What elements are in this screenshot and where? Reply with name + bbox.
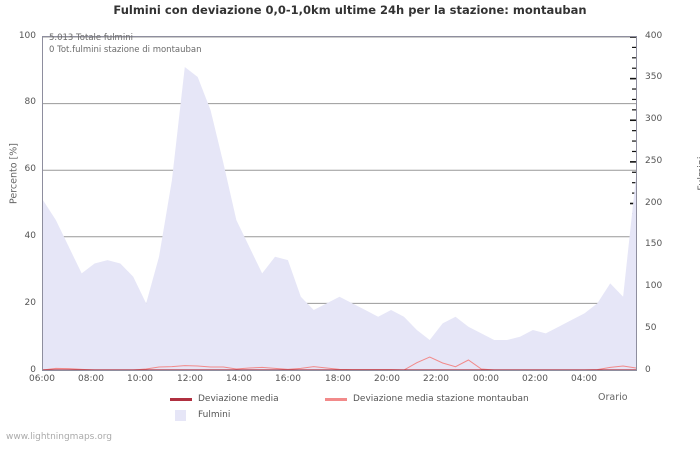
deviazione-media-stazione-line <box>43 357 636 370</box>
y-axis-tick-right-300: 300 <box>645 114 663 124</box>
annotation-total-fulmini: 5.013 Totale fulmini <box>49 33 133 43</box>
legend-label-fulmini: Fulmini <box>198 410 231 420</box>
x-axis-tick-8: 22:00 <box>423 374 449 384</box>
y-axis-tick-right-100: 100 <box>645 281 663 291</box>
x-axis-label: Orario <box>598 392 628 403</box>
legend-label-deviazione-media: Deviazione media <box>198 394 279 404</box>
y-axis-label-right: Fulmini <box>696 156 700 191</box>
y-axis-tick-right-150: 150 <box>645 239 663 249</box>
y-axis-tick-left-20: 20 <box>24 298 36 308</box>
y-axis-tick-right-50: 50 <box>645 323 657 333</box>
x-axis-tick-10: 02:00 <box>522 374 548 384</box>
y-axis-tick-right-200: 200 <box>645 198 663 208</box>
x-axis-tick-9: 00:00 <box>473 374 499 384</box>
x-axis-tick-3: 12:00 <box>177 374 203 384</box>
y-axis-tick-left-40: 40 <box>24 231 36 241</box>
y-axis-tick-left-100: 100 <box>18 31 36 41</box>
legend-swatch-line-icon <box>325 398 347 401</box>
x-axis-tick-1: 08:00 <box>78 374 104 384</box>
x-axis-tick-2: 10:00 <box>127 374 153 384</box>
y-axis-tick-left-0: 0 <box>30 365 36 375</box>
y-axis-tick-right-0: 0 <box>645 365 651 375</box>
x-axis-tick-0: 06:00 <box>29 374 55 384</box>
plot-area: 5.013 Totale fulmini 0 Tot.fulmini stazi… <box>42 33 637 371</box>
y-axis-tick-right-400: 400 <box>645 31 663 41</box>
y-axis-tick-right-250: 250 <box>645 156 663 166</box>
x-axis-tick-6: 18:00 <box>325 374 351 384</box>
plot-svg <box>43 37 636 370</box>
legend-label-deviazione-media-stazione: Deviazione media stazione montauban <box>353 394 529 404</box>
gridlines <box>43 37 636 303</box>
y-axis-tick-left-60: 60 <box>24 164 36 174</box>
x-axis-tick-5: 16:00 <box>275 374 301 384</box>
y-axis-tick-right-350: 350 <box>645 72 663 82</box>
annotation-station-fulmini: 0 Tot.fulmini stazione di montauban <box>49 45 202 55</box>
fulmini-area-series <box>43 66 636 370</box>
x-axis-tick-7: 20:00 <box>374 374 400 384</box>
chart-legend: Deviazione media Deviazione media stazio… <box>170 392 550 424</box>
legend-swatch-area-icon <box>175 410 186 421</box>
legend-swatch-line-icon <box>170 398 192 401</box>
y-axis-tick-left-80: 80 <box>24 97 36 107</box>
watermark-url: www.lightningmaps.org <box>6 432 112 442</box>
x-axis-tick-11: 04:00 <box>571 374 597 384</box>
x-axis-tick-4: 14:00 <box>226 374 252 384</box>
chart-title: Fulmini con deviazione 0,0-1,0km ultime … <box>113 3 587 17</box>
